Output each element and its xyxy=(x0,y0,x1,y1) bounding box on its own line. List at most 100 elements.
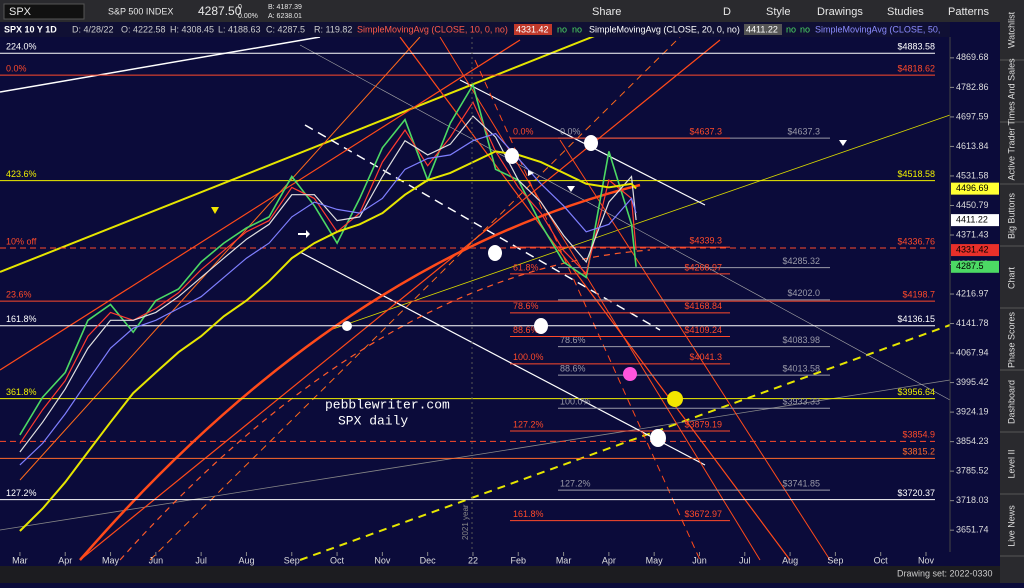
price-tag-label: 4331.42 xyxy=(956,244,989,254)
level-price: $3672.97 xyxy=(684,509,722,519)
level-price: $4637.3 xyxy=(689,126,722,136)
study-value: 4411.22 xyxy=(746,24,778,34)
info: H: 4308.45 xyxy=(170,24,214,34)
button[interactable]: D xyxy=(723,6,731,18)
sidebar-tab[interactable]: Level II xyxy=(1006,449,1016,478)
sidebar-tab[interactable]: Live News xyxy=(1006,505,1016,547)
level-ratio: 127.2% xyxy=(560,479,591,489)
y-tick-label: 3785.52 xyxy=(956,466,989,476)
drawing-set: Drawing set: 2022-0330 xyxy=(897,568,993,578)
instrument-name: S&P 500 INDEX xyxy=(108,6,173,16)
price-tag-label: 4287.5 xyxy=(956,261,984,271)
level-price: $4109.24 xyxy=(684,325,722,335)
symbol[interactable]: SPX xyxy=(9,6,32,18)
level-price: $4339.3 xyxy=(689,235,722,245)
level-price: $4202.0 xyxy=(787,288,820,298)
level-ratio: 127.2% xyxy=(6,488,37,498)
button[interactable]: Drawings xyxy=(817,6,863,18)
x-tick-label: Jul xyxy=(739,555,751,565)
toolbar-items: SPX S&P 500 INDEX 4287.50 0 0.00% B: 418… xyxy=(3,3,989,20)
study: SimpleMovingAvg (CLOSE, 20, 0, no) xyxy=(589,24,740,34)
change: 0 xyxy=(238,4,242,11)
level-ratio: 88.6% xyxy=(513,325,539,335)
study-value: 4331.42 xyxy=(516,24,549,34)
sidebar-tab[interactable]: Watchlist xyxy=(1006,11,1016,48)
price-axis xyxy=(950,37,1000,552)
study-tag xyxy=(514,24,552,35)
y-tick-label: 3924.19 xyxy=(956,406,989,416)
button[interactable]: Style xyxy=(766,6,790,18)
x-tick-label: May xyxy=(646,555,664,565)
sidebar-tab[interactable]: Phase Scores xyxy=(1006,311,1016,368)
y-tick-label: 4450.79 xyxy=(956,200,989,210)
level-ratio: 0.0% xyxy=(513,126,534,136)
level-price: $3720.37 xyxy=(897,488,935,498)
y-tick-label: 4141.78 xyxy=(956,318,989,328)
x-axis: Mar Apr May Jun Jul Aug Sep Oct Nov Dec 22 Feb Mar Ap… xyxy=(12,552,934,565)
series-line xyxy=(19,132,637,466)
footer xyxy=(0,566,1000,583)
series xyxy=(19,82,637,532)
level-ratio: 88.6% xyxy=(560,364,586,374)
study: SimpleMovingAvg (CLOSE, 10, 0, no) xyxy=(357,24,508,34)
level-price: $4083.98 xyxy=(782,335,820,345)
level-price: $4637.3 xyxy=(787,126,820,136)
level-price: $4268.97 xyxy=(684,262,722,272)
level-price: $3741.85 xyxy=(782,479,820,489)
level-price: $3815.2 xyxy=(902,447,935,457)
y-tick-label: 4371.43 xyxy=(956,229,989,239)
level-ratio: 100.0% xyxy=(513,352,544,362)
x-tick-label: Oct xyxy=(330,555,345,565)
level-price: $3956.64 xyxy=(897,387,935,397)
info: D: 4/28/22 xyxy=(72,24,114,34)
level-ratio: 361.8% xyxy=(6,387,37,397)
x-tick-label: Dec xyxy=(420,555,437,565)
sidebar-tab[interactable]: Times And Sales xyxy=(1006,58,1016,126)
level-price: $3879.19 xyxy=(684,419,722,429)
series-line xyxy=(19,115,637,453)
study-tag xyxy=(744,24,782,35)
sidebar-tab[interactable]: Active Trader xyxy=(1006,127,1016,180)
symbol-box[interactable] xyxy=(3,3,85,20)
level-ratio: 0.0% xyxy=(6,64,27,74)
watermark-label: SPX daily xyxy=(338,413,408,428)
level-price: $4198.7 xyxy=(902,290,935,300)
level-ratio: 23.6% xyxy=(6,290,32,300)
x-tick-label: Oct xyxy=(874,555,889,565)
markers xyxy=(211,135,847,447)
info: C: 4287.5 xyxy=(266,24,305,34)
chart-id: SPX 10 Y 1D xyxy=(4,24,57,34)
info: R: 119.82 xyxy=(314,24,352,34)
series-line xyxy=(19,82,637,436)
level-price: $3854.9 xyxy=(902,430,935,440)
level-ratio: 100.0% xyxy=(560,397,591,407)
level-ratio: 0.0% xyxy=(560,126,581,136)
x-tick-label: Apr xyxy=(58,555,72,565)
button[interactable]: Patterns xyxy=(948,6,989,18)
price-tag xyxy=(951,182,999,195)
level-price: $4285.32 xyxy=(782,256,820,266)
button[interactable]: Share xyxy=(592,6,621,18)
price-tag-label: 4496.69 xyxy=(956,183,989,193)
level-price: $4013.58 xyxy=(782,364,820,374)
year-marker: 2021 year xyxy=(461,504,470,540)
study: SimpleMovingAvg (CLOSE, 50, xyxy=(815,24,940,34)
sidebar-tab[interactable]: Dashboard xyxy=(1006,380,1016,424)
level-ratio: 78.6% xyxy=(513,301,539,311)
level-ratio: 161.8% xyxy=(513,509,544,519)
x-tick-label: 22 xyxy=(468,555,478,565)
button[interactable]: Studies xyxy=(887,6,924,18)
x-tick-label: Jun xyxy=(149,555,164,565)
level-ratio: 161.8% xyxy=(6,314,37,324)
level-price: $4168.84 xyxy=(684,301,722,311)
axis: 4869.68 4782.86 4697.59 4613.84 4531.58 4450.… xyxy=(950,52,999,535)
flag: no xyxy=(800,24,810,34)
price-tag-label: 4411.22 xyxy=(956,214,988,224)
x-tick-label: Jul xyxy=(195,555,207,565)
y-tick-label: 4216.97 xyxy=(956,288,989,298)
sidebar-tab[interactable]: Big Buttons xyxy=(1006,192,1016,239)
y-tick-label: 4531.58 xyxy=(956,170,989,180)
sidebar-tab[interactable]: Chart xyxy=(1006,267,1016,290)
